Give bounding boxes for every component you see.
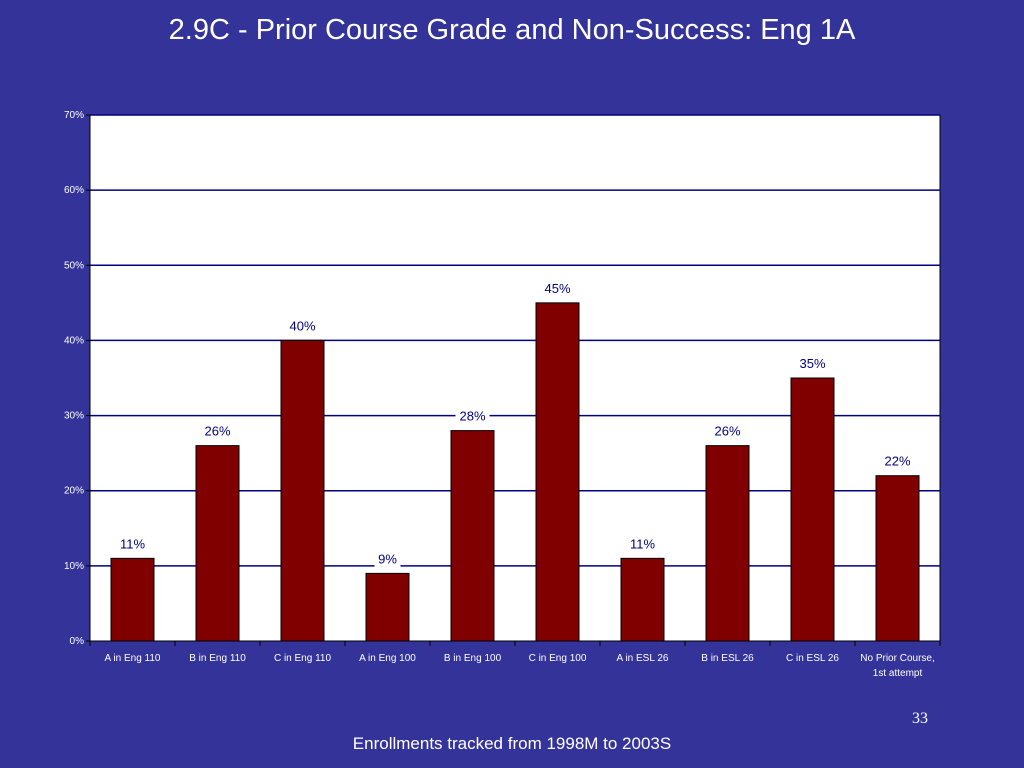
data-label: 28% [459, 409, 485, 424]
page-number: 33 [912, 710, 928, 727]
data-label-background [710, 421, 745, 440]
y-tick-label: 60% [64, 185, 84, 196]
bar-chart: 0% 10% 20% 30% 40% 50% 60% 70% 11% A in Eng 110 26… [64, 110, 941, 679]
bar [875, 475, 920, 642]
bar [535, 302, 580, 642]
y-tick-label: 0% [70, 636, 85, 647]
data-label: 26% [204, 424, 230, 439]
footer-note: Enrollments tracked from 1998M to 2003S [352, 734, 672, 753]
x-tick-label: A in Eng 100 [359, 653, 416, 664]
x-tick-label: B in ESL 26 [701, 653, 754, 664]
bar [280, 339, 325, 642]
data-label: 11% [630, 536, 655, 551]
x-tick-label: A in Eng 110 [105, 653, 161, 664]
bar [790, 377, 835, 642]
y-tick-label: 70% [64, 110, 84, 121]
y-tick-label: 40% [64, 335, 84, 346]
data-label: 9% [378, 551, 397, 566]
data-label-background [200, 421, 235, 440]
bar [450, 430, 495, 642]
x-tick-label: C in Eng 110 [274, 653, 332, 664]
data-label: 22% [884, 454, 910, 469]
data-label: 11% [120, 536, 145, 551]
y-tick-label: 20% [64, 486, 84, 497]
x-tick-label: B in Eng 100 [444, 653, 502, 664]
y-tick-label: 30% [64, 411, 84, 422]
data-label-background [374, 549, 401, 568]
data-label-background [880, 451, 915, 470]
y-tick-label: 10% [64, 561, 84, 572]
x-tick-label: A in ESL 26 [617, 653, 669, 664]
x-tick-label: 1st attempt [873, 668, 923, 679]
x-tick-label: C in ESL 26 [786, 653, 839, 664]
x-tick-label: No Prior Course, [860, 653, 934, 664]
bar [705, 445, 750, 642]
data-label: 35% [799, 356, 825, 371]
data-label-background [795, 354, 830, 372]
data-label-background [540, 278, 575, 297]
bar [620, 557, 665, 642]
bar [110, 557, 155, 642]
data-label-background [285, 316, 320, 335]
slide-title: 2.9C - Prior Course Grade and Non-Succes… [168, 14, 856, 46]
data-label-background [625, 534, 660, 553]
data-label-background [455, 406, 490, 425]
data-label: 26% [714, 424, 740, 439]
bar [365, 572, 410, 642]
y-tick-label: 50% [64, 260, 84, 271]
x-tick-label: B in Eng 110 [189, 653, 246, 664]
bar [195, 445, 240, 642]
x-tick-label: C in Eng 100 [529, 653, 587, 664]
data-label-background [115, 534, 150, 553]
data-label: 40% [289, 318, 315, 333]
data-label: 45% [544, 281, 570, 296]
